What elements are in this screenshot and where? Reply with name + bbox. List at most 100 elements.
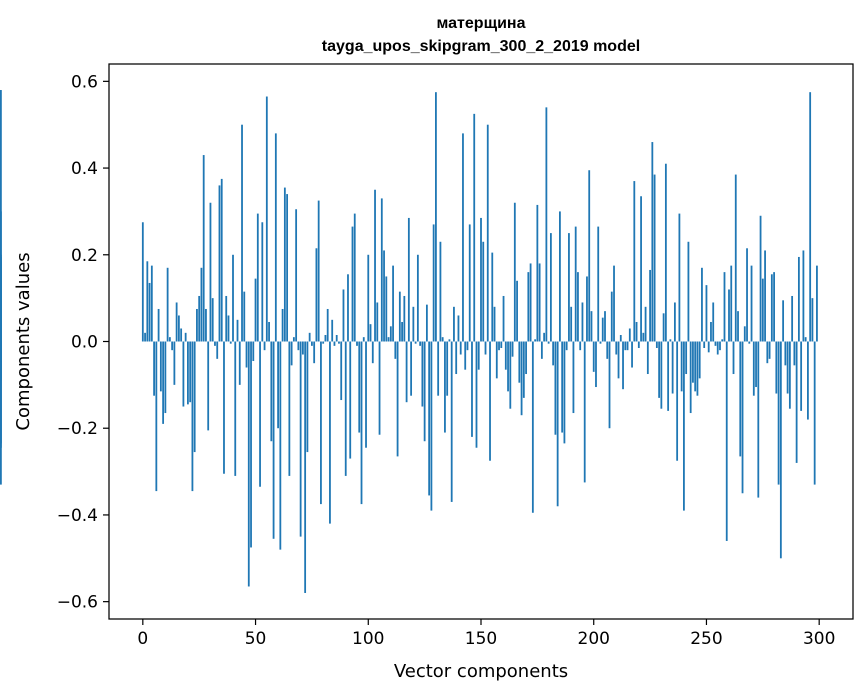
bar-146 xyxy=(471,341,473,437)
bar-82 xyxy=(326,308,329,342)
bar-11 xyxy=(166,267,169,342)
bar-275 xyxy=(761,278,764,342)
bar-209 xyxy=(613,265,615,342)
bar-204 xyxy=(601,317,604,342)
bar-98 xyxy=(362,337,365,342)
bar-3 xyxy=(148,282,151,342)
bar-154 xyxy=(489,341,491,461)
bar-110 xyxy=(389,326,392,342)
bar-59 xyxy=(274,133,277,342)
bar-87 xyxy=(338,341,340,344)
bar-123 xyxy=(419,341,422,346)
bar-279 xyxy=(770,274,773,342)
bar-263 xyxy=(734,174,737,342)
bar-148 xyxy=(475,341,478,448)
bars-group xyxy=(0,90,818,593)
bar-172 xyxy=(529,263,532,342)
bar-62 xyxy=(281,308,284,342)
bar-233 xyxy=(667,341,670,411)
bar-157 xyxy=(495,341,498,379)
bar-68 xyxy=(295,209,298,342)
bar-undefined xyxy=(0,341,2,444)
bar-214 xyxy=(624,341,627,351)
bar-283 xyxy=(779,341,782,559)
bar-298 xyxy=(813,341,816,485)
bar-51 xyxy=(256,213,259,342)
bar-186 xyxy=(561,341,564,433)
bar-122 xyxy=(416,254,419,342)
bar-115 xyxy=(401,321,403,342)
bar-290 xyxy=(795,341,798,463)
bar-100 xyxy=(367,254,370,342)
bar-237 xyxy=(676,341,679,461)
bar-26 xyxy=(200,267,203,342)
bar-52 xyxy=(259,341,261,487)
bar-240 xyxy=(683,341,685,511)
bar-230 xyxy=(660,341,663,409)
bar-225 xyxy=(649,269,651,342)
bar-101 xyxy=(369,324,372,342)
bar-196 xyxy=(583,341,586,483)
bar-97 xyxy=(360,341,363,505)
bar-239 xyxy=(680,341,683,392)
bar-46 xyxy=(245,341,248,368)
bar-130 xyxy=(435,92,437,342)
bar-270 xyxy=(750,265,753,342)
bar-4 xyxy=(150,265,153,342)
x-axis-ticks: 0 50 100 150 200 250 300 xyxy=(137,619,835,649)
bar-16 xyxy=(177,315,180,342)
bar-273 xyxy=(757,341,760,498)
x-tick-label: 300 xyxy=(803,629,835,649)
bar-202 xyxy=(597,226,600,342)
bar-295 xyxy=(807,341,809,420)
bar-231 xyxy=(662,313,665,342)
bar-206 xyxy=(606,341,609,359)
bar-251 xyxy=(707,341,710,353)
bar-36 xyxy=(223,341,225,474)
bar-293 xyxy=(802,250,805,342)
bar-17 xyxy=(180,328,183,342)
bar-69 xyxy=(297,341,300,351)
bar-259 xyxy=(725,341,728,541)
bar-136 xyxy=(448,339,451,342)
bar-144 xyxy=(466,341,469,351)
bar-198 xyxy=(588,170,591,342)
bar-95 xyxy=(356,341,358,346)
bar-137 xyxy=(450,341,453,502)
bar-151 xyxy=(482,241,485,342)
x-tick-label: 200 xyxy=(578,629,610,649)
bar-67 xyxy=(292,337,295,342)
bar-155 xyxy=(491,252,494,342)
bar-1 xyxy=(144,332,146,342)
bar-141 xyxy=(459,341,462,355)
bar-129 xyxy=(432,224,435,342)
bar-153 xyxy=(486,124,489,342)
bar-119 xyxy=(410,341,413,396)
bar-277 xyxy=(766,341,769,364)
bar-55 xyxy=(265,96,268,342)
bar-35 xyxy=(220,178,223,342)
bar-56 xyxy=(268,321,270,342)
bar-127 xyxy=(428,341,431,496)
bar-102 xyxy=(371,341,374,364)
bar-288 xyxy=(791,295,794,342)
bar-18 xyxy=(182,341,185,407)
bar-39 xyxy=(229,341,232,344)
bar-268 xyxy=(746,248,748,342)
bar-152 xyxy=(484,341,487,355)
bar-133 xyxy=(441,337,444,342)
bar-109 xyxy=(387,337,390,342)
bar-118 xyxy=(407,217,410,342)
bar-167 xyxy=(518,341,521,383)
bar-262 xyxy=(732,341,735,375)
bar-0 xyxy=(141,222,144,342)
bar-105 xyxy=(378,341,381,435)
bar-31 xyxy=(211,298,214,342)
bar-19 xyxy=(184,332,187,342)
bar-113 xyxy=(396,341,399,457)
bar-126 xyxy=(425,304,428,342)
bar-104 xyxy=(376,302,379,342)
bar-286 xyxy=(786,341,789,394)
bar-90 xyxy=(344,341,347,476)
bar-234 xyxy=(669,339,672,342)
